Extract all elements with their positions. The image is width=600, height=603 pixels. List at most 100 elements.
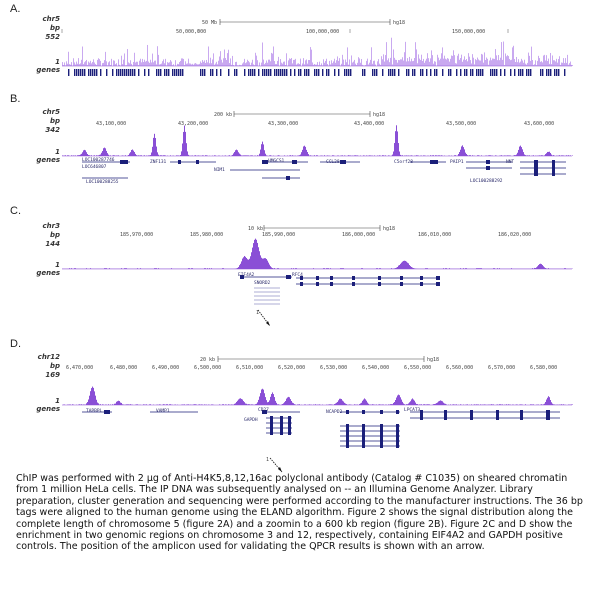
panel-d-chrom: chr12 — [37, 353, 60, 361]
panel-b-genome-track: 200 kb hg18 43,100,000 43,200,000 43,300… — [62, 111, 573, 185]
panel-c-amplicon-marker: 1 — [256, 310, 259, 316]
panel-c-tick-2: 185,980,000 — [190, 232, 223, 238]
panel-c-amplicon-arrow: 1 — [256, 309, 271, 327]
figure-caption: ChIP was performed with 2 μg of Anti-H4K… — [16, 473, 583, 553]
panel-a-chrom: chr5 — [42, 15, 60, 23]
panel-d-tick-8: 6,540,000 — [362, 365, 389, 371]
panel-a-signal — [62, 37, 573, 66]
panel-d-tick-12: 6,580,000 — [530, 365, 557, 371]
panel-a-genome-track: 50 Mb hg18 50,000,000 100,000,000 150,00… — [61, 19, 573, 76]
panel-d-gene-5: NCAPD2 — [326, 409, 343, 415]
panel-b-gene-10: LOC100288255 — [86, 179, 119, 185]
panel-a-gene-track — [68, 69, 566, 76]
panel-b-gene-track: LOC100287746 LOC646807 LOC100288255 ZNF1… — [82, 157, 566, 185]
panel-d-track-labels: chr12 bp 169 — [20, 353, 60, 380]
panel-b-tick-6: 43,600,000 — [524, 121, 554, 127]
panel-d-tick-1: 6,470,000 — [66, 365, 93, 371]
panel-d-scalebar: 20 kb hg18 — [200, 356, 439, 363]
panel-b-genes-label: genes — [36, 156, 60, 164]
panel-c-tick-5: 186,010,000 — [418, 232, 451, 238]
panel-a-tick-1: 50,000,000 — [176, 29, 206, 35]
panel-c-tick-4: 186,000,000 — [342, 232, 375, 238]
panel-c-gene-2: SNORD2 — [254, 280, 271, 286]
panel-c-scalebar: 10 kb hg18 — [248, 225, 395, 232]
panel-d-tick-2: 6,480,000 — [110, 365, 137, 371]
panel-d-tick-9: 6,550,000 — [404, 365, 431, 371]
panel-c-ticks: 185,970,000 185,980,000 185,990,000 186,… — [120, 232, 531, 238]
panel-d-max: 169 — [45, 371, 60, 379]
panel-a-tick-3: 150,000,000 — [452, 29, 485, 35]
panel-c-genome-track: 10 kb hg18 185,970,000 185,980,000 185,9… — [62, 225, 573, 327]
panel-b-gene-8: NNT — [506, 159, 514, 165]
panel-d-min: 1 — [55, 397, 60, 405]
panel-b-max: 342 — [45, 126, 60, 134]
panel-b-scalebar: 200 kb hg18 — [214, 111, 385, 118]
panel-d-tick-5: 6,510,000 — [236, 365, 263, 371]
panel-a-unit: bp — [49, 24, 60, 32]
panel-d-genes-label: genes — [36, 405, 60, 413]
panel-d-gene-6: LPCAT3 — [404, 407, 421, 413]
panel-a-scale-left: 50 Mb — [202, 20, 217, 26]
panel-b-gene-11: LOC100288292 — [470, 178, 503, 184]
panel-c-signal — [62, 238, 573, 269]
panel-c-tick-1: 185,970,000 — [120, 232, 153, 238]
panel-b-gene-9: NIM1 — [214, 167, 225, 173]
panel-a-letter: A. — [10, 3, 21, 15]
panel-d-tick-4: 6,500,000 — [194, 365, 221, 371]
panel-d-tick-10: 6,560,000 — [446, 365, 473, 371]
panel-d-ticks: 6,470,000 6,480,000 6,490,000 6,500,000 … — [66, 365, 557, 371]
panel-d-tick-6: 6,520,000 — [278, 365, 305, 371]
panel-c-gene-track: EIF4A2 SNORD2 RFC4 — [238, 272, 440, 305]
panel-a-ticks: 50,000,000 100,000,000 150,000,000 — [61, 29, 509, 35]
panel-b-gene-7: PAIP1 — [450, 159, 464, 165]
panel-b-unit: bp — [49, 117, 60, 125]
panel-c-scale-left: 10 kb — [248, 226, 263, 232]
panel-a-tick-2: 100,000,000 — [306, 29, 339, 35]
panel-b-tick-1: 43,100,000 — [96, 121, 126, 127]
panel-c-tick-3: 185,990,000 — [262, 232, 295, 238]
panel-c-unit: bp — [49, 231, 60, 239]
panel-b-tick-4: 43,400,000 — [354, 121, 384, 127]
panel-c-letter: C. — [10, 205, 21, 217]
panel-c-max: 144 — [45, 240, 60, 248]
panel-b-tick-5: 43,500,000 — [446, 121, 476, 127]
panel-c-min: 1 — [55, 261, 60, 269]
panel-b-gene-2: LOC646807 — [82, 164, 107, 170]
panel-a-max: 552 — [45, 33, 60, 41]
panel-c-scale-right: hg18 — [383, 226, 395, 232]
panel-d-tick-7: 6,530,000 — [320, 365, 347, 371]
panel-d-gene-2: VAMP1 — [156, 408, 170, 414]
panel-d-gene-3: CD27 — [258, 407, 269, 413]
panel-b-scale-right: hg18 — [373, 112, 385, 118]
panel-a-min: 1 — [55, 58, 60, 66]
panel-b-gene-1: LOC100287746 — [82, 157, 115, 163]
panel-b-chrom: chr5 — [42, 108, 60, 116]
panel-d-gene-1: TAPBPL — [86, 408, 103, 414]
panel-d-letter: D. — [10, 338, 21, 350]
panel-d-genome-track: 20 kb hg18 6,470,000 6,480,000 6,490,000… — [62, 356, 573, 473]
panel-d-signal — [63, 386, 573, 405]
panel-d-amplicon-arrow: 1 — [266, 457, 283, 473]
panel-c-gene-1: EIF4A2 — [238, 272, 255, 278]
panel-c-gene-3: RFC4 — [292, 272, 303, 278]
panel-b-gene-4: HMGCS1 — [268, 158, 285, 164]
panel-b-track-labels: chr5 bp 342 — [20, 108, 60, 135]
panel-b-min: 1 — [55, 148, 60, 156]
panel-b-letter: B. — [10, 93, 21, 105]
panel-b-tick-3: 43,300,000 — [268, 121, 298, 127]
panel-d-gene-4: GAPDH — [244, 417, 258, 423]
panel-b-gene-5: CCL28 — [326, 159, 340, 165]
panel-c-genes-label: genes — [36, 269, 60, 277]
panel-d-scale-left: 20 kb — [200, 357, 215, 363]
panel-d-gene-track: TAPBPL VAMP1 CD27 GAPDH NCAPD2 LPCAT3 — [82, 407, 560, 448]
panel-a-genes-label: genes — [36, 66, 60, 74]
panel-a-scalebar: 50 Mb hg18 — [202, 19, 405, 26]
panel-b-scale-left: 200 kb — [214, 112, 232, 118]
panel-c-track-labels: chr3 bp 144 — [20, 222, 60, 249]
panel-c-tick-6: 186,020,000 — [498, 232, 531, 238]
panel-c-chrom: chr3 — [42, 222, 60, 230]
panel-b-tick-2: 43,200,000 — [178, 121, 208, 127]
panel-d-amplicon-marker: 1 — [266, 457, 269, 463]
panel-b-gene-3: ZNF131 — [150, 159, 167, 165]
panel-b-ticks: 43,100,000 43,200,000 43,300,000 43,400,… — [96, 121, 554, 127]
